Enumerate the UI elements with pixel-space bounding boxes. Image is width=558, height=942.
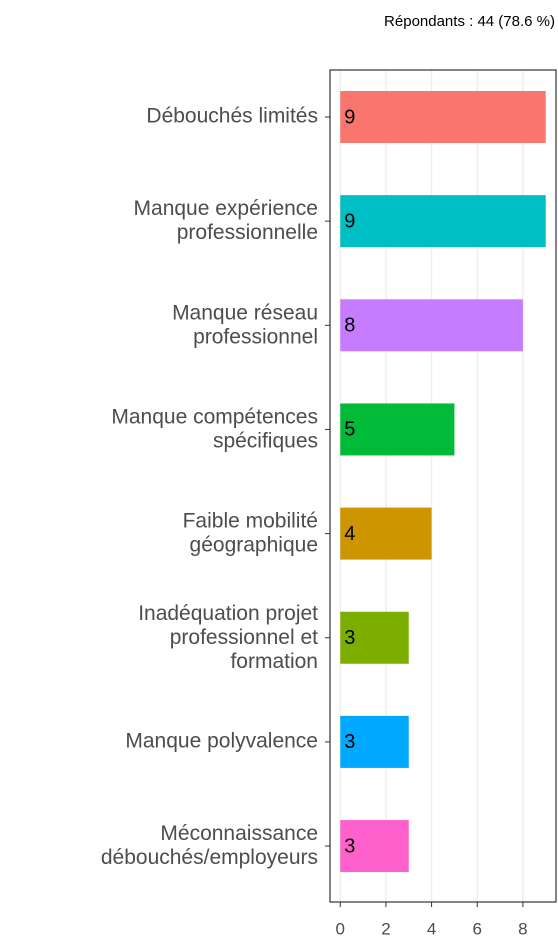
y-tick-label: Manque compétences spécifiques xyxy=(111,405,318,452)
y-tick-label: Faible mobilité géographique xyxy=(183,509,318,556)
subtitle: Répondants : 44 (78.6 %) xyxy=(384,13,555,30)
value-label: 5 xyxy=(344,419,355,441)
bar xyxy=(340,403,455,456)
value-label: 3 xyxy=(344,835,355,857)
x-tick-label: 4 xyxy=(427,919,436,938)
y-tick-label: Débouchés limités xyxy=(146,105,318,128)
value-label: 4 xyxy=(344,523,355,545)
value-label: 8 xyxy=(344,315,355,337)
bar xyxy=(340,820,409,873)
plot-border xyxy=(329,69,557,903)
x-tick-label: 2 xyxy=(381,919,390,938)
y-tick-label: Manque expérience professionnelle xyxy=(134,197,318,244)
x-tick-label: 6 xyxy=(473,919,482,938)
y-tick-label: Inadéquation projet professionnel et forma… xyxy=(138,601,318,672)
bar xyxy=(340,507,432,560)
y-tick-label: Manque polyvalence xyxy=(125,729,318,752)
x-tick-label: 0 xyxy=(336,919,345,938)
x-tick-label: 8 xyxy=(518,919,527,938)
y-tick-label: Méconnaissance débouchés/employeurs xyxy=(101,822,318,869)
bar xyxy=(340,91,546,143)
value-label: 9 xyxy=(344,210,355,232)
value-label: 3 xyxy=(344,627,355,649)
bar xyxy=(340,611,409,664)
bar xyxy=(340,299,523,352)
value-label: 9 xyxy=(344,106,355,128)
bar xyxy=(340,195,546,248)
value-label: 3 xyxy=(344,731,355,753)
y-tick-label: Manque réseau professionnel xyxy=(172,301,318,348)
bar xyxy=(340,715,409,768)
